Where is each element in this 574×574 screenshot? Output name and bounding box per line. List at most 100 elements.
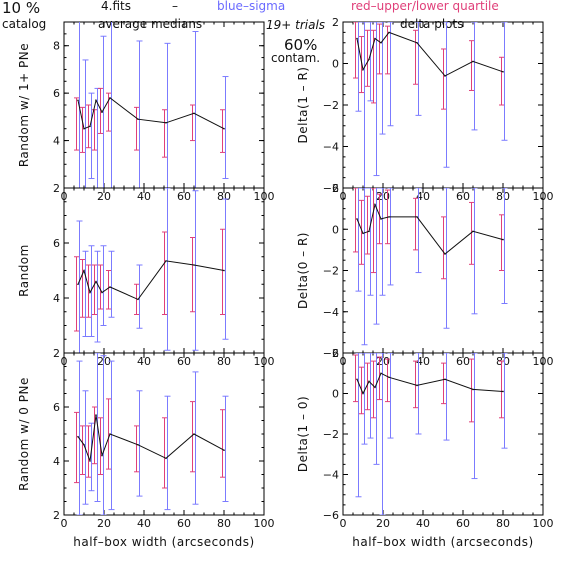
median-point <box>101 111 103 113</box>
median-point <box>388 376 390 379</box>
plot-frame <box>63 21 265 189</box>
x-tick-label: 100 <box>533 517 554 530</box>
plot-area <box>353 22 508 188</box>
median-point <box>137 444 139 446</box>
y-tick-label: 6 <box>53 401 60 414</box>
median-line <box>77 260 225 301</box>
y-tick-label: 2 <box>332 182 339 195</box>
y-tick-label: 2 <box>332 16 339 29</box>
median-point <box>193 112 195 115</box>
x-tick-label: 40 <box>416 190 430 203</box>
median-point <box>472 60 474 63</box>
header-averages: average medians <box>98 17 202 31</box>
header-contam: contam. <box>271 51 320 65</box>
median-point <box>165 121 167 124</box>
x-tick-label: 40 <box>137 355 151 368</box>
x-tick-label: 80 <box>217 190 231 203</box>
x-tick-label: 60 <box>177 190 191 203</box>
median-point <box>223 269 225 272</box>
median-point <box>380 218 382 220</box>
x-tick-label: 60 <box>456 355 470 368</box>
header-catalog: catalog <box>2 17 46 31</box>
y-tick-label: 6 <box>53 237 60 250</box>
median-line <box>356 31 504 77</box>
median-point <box>374 386 376 389</box>
header-dash: – <box>172 0 178 13</box>
header-blue-sigma: blue–sigma <box>217 0 285 13</box>
median-point <box>388 216 390 218</box>
chart-r3: 0 20 40 60 80 100 −6 −4 −2 0 2 Delta(1 – 0) <box>296 347 554 530</box>
x-tick-label: 80 <box>217 517 231 530</box>
median-point <box>444 253 446 255</box>
x-tick-label: 60 <box>177 517 191 530</box>
median-point <box>165 457 167 460</box>
median-point <box>362 392 364 395</box>
median-point <box>368 380 370 383</box>
median-line <box>77 415 225 462</box>
y-tick-label: 2 <box>53 509 60 522</box>
y-tick-label: −4 <box>323 306 339 319</box>
median-point <box>137 118 139 121</box>
plot-area <box>74 188 229 353</box>
median-line <box>356 372 504 395</box>
x-tick-label: 60 <box>456 190 470 203</box>
median-point <box>502 390 504 393</box>
median-point <box>374 37 376 40</box>
median-point <box>83 444 85 446</box>
x-tick-label: 40 <box>416 355 430 368</box>
y-axis-label: Random w/ 1+ PNe <box>17 43 31 167</box>
median-point <box>380 372 382 375</box>
y-tick-label: 2 <box>53 182 60 195</box>
y-tick-label: 2 <box>332 347 339 360</box>
median-point <box>95 414 97 416</box>
median-point <box>101 291 103 294</box>
y-tick-label: 4 <box>53 135 60 148</box>
median-point <box>223 449 225 452</box>
x-tick-label: 20 <box>376 517 390 530</box>
x-tick-label: 80 <box>496 190 510 203</box>
plot-area <box>74 353 229 515</box>
y-axis-label: Delta(0 – R) <box>296 232 310 309</box>
median-point <box>101 454 103 457</box>
median-point <box>380 41 382 44</box>
median-point <box>193 264 195 266</box>
x-tick-label: 40 <box>416 517 430 530</box>
header-red-quartile: red–upper/lower quartile <box>351 0 499 13</box>
y-tick-label: −6 <box>323 182 339 195</box>
median-point <box>356 218 358 220</box>
median-line <box>356 202 504 255</box>
x-tick-label: 80 <box>217 355 231 368</box>
header-contam-percent: 60% <box>284 36 317 54</box>
median-point <box>444 75 446 77</box>
median-point <box>368 230 370 233</box>
x-tick-label: 40 <box>137 517 151 530</box>
x-tick-label: 40 <box>137 190 151 203</box>
x-tick-label: 80 <box>496 517 510 530</box>
x-tick-label: 0 <box>61 517 68 530</box>
x-tick-label: 0 <box>340 517 347 530</box>
header-trials: 19+ trials <box>266 18 325 32</box>
median-point <box>416 41 418 44</box>
y-tick-label: 0 <box>332 388 339 401</box>
median-point <box>502 238 504 241</box>
median-point <box>109 97 111 99</box>
x-axis-label-right: half–box width (arcseconds) <box>352 535 533 549</box>
plot-area <box>353 188 508 346</box>
median-point <box>89 291 91 294</box>
y-tick-label: −2 <box>323 428 339 441</box>
y-tick-label: 2 <box>53 347 60 360</box>
x-axis-label-left: half–box width (arcseconds) <box>73 535 254 549</box>
median-point <box>109 286 111 288</box>
median-point <box>362 232 364 235</box>
median-point <box>356 378 358 381</box>
y-tick-label: −4 <box>323 469 339 482</box>
median-point <box>83 127 85 130</box>
median-point <box>193 433 195 435</box>
y-tick-label: 6 <box>53 87 60 100</box>
y-tick-label: 8 <box>53 40 60 53</box>
